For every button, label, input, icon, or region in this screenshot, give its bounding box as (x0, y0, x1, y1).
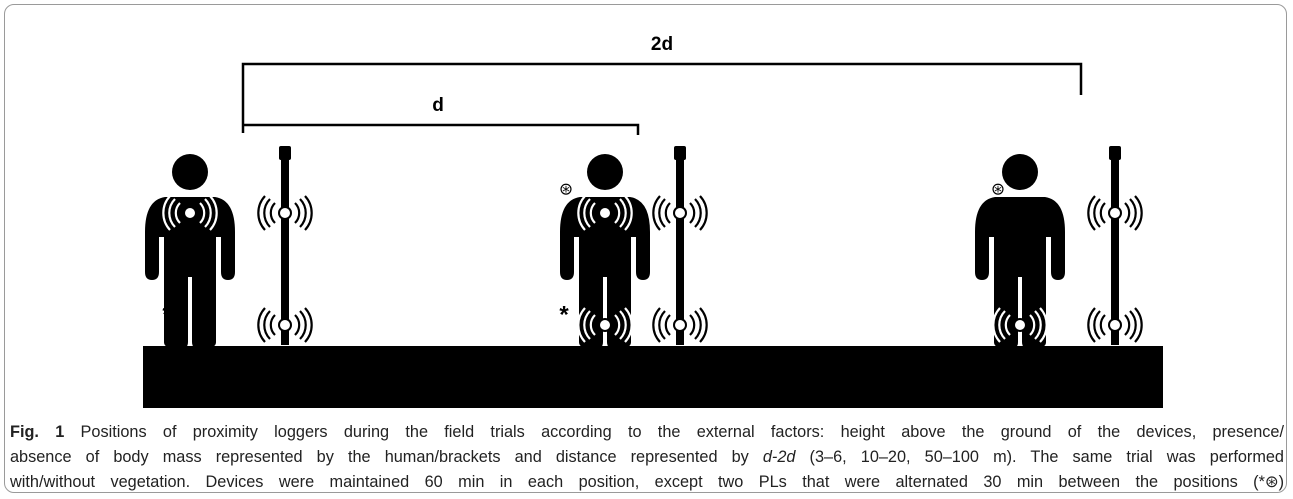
marker: ⊛ (559, 179, 573, 198)
caption-text: with/without vegetation. Devices were ma… (10, 473, 1284, 491)
person (145, 154, 235, 347)
distance-label: d (432, 95, 444, 116)
caption-text: absence of body mass represented by the … (10, 448, 763, 466)
pole (279, 146, 291, 345)
caption-line: with/without vegetation. Devices were ma… (10, 470, 1284, 495)
ground (143, 346, 1163, 408)
caption-text: Positions of proximity loggers during th… (64, 423, 1284, 441)
bracket-2d (241, 62, 1083, 133)
caption-text: d-2d (762, 448, 796, 466)
marker: ⊛ (991, 179, 1005, 198)
distance-label: 2d (651, 34, 673, 55)
caption-line: absence of body mass represented by the … (10, 445, 1284, 470)
figure-frame (4, 4, 1287, 493)
caption-line: Fig. 1 Positions of proximity loggers du… (10, 420, 1284, 445)
pole (674, 146, 686, 345)
figure: 2d d * * ⊛ ⊛ (143, 34, 1163, 408)
pole (1109, 146, 1121, 345)
figure-label: Fig. 1 (10, 423, 65, 441)
caption: Fig. 1 Positions of proximity loggers du… (10, 420, 1284, 495)
caption-text: (3–6, 10–20, 50–100 m). The same trial w… (795, 448, 1284, 466)
bracket-d (243, 123, 640, 135)
marker: * (559, 301, 569, 328)
marker: * (162, 301, 172, 328)
